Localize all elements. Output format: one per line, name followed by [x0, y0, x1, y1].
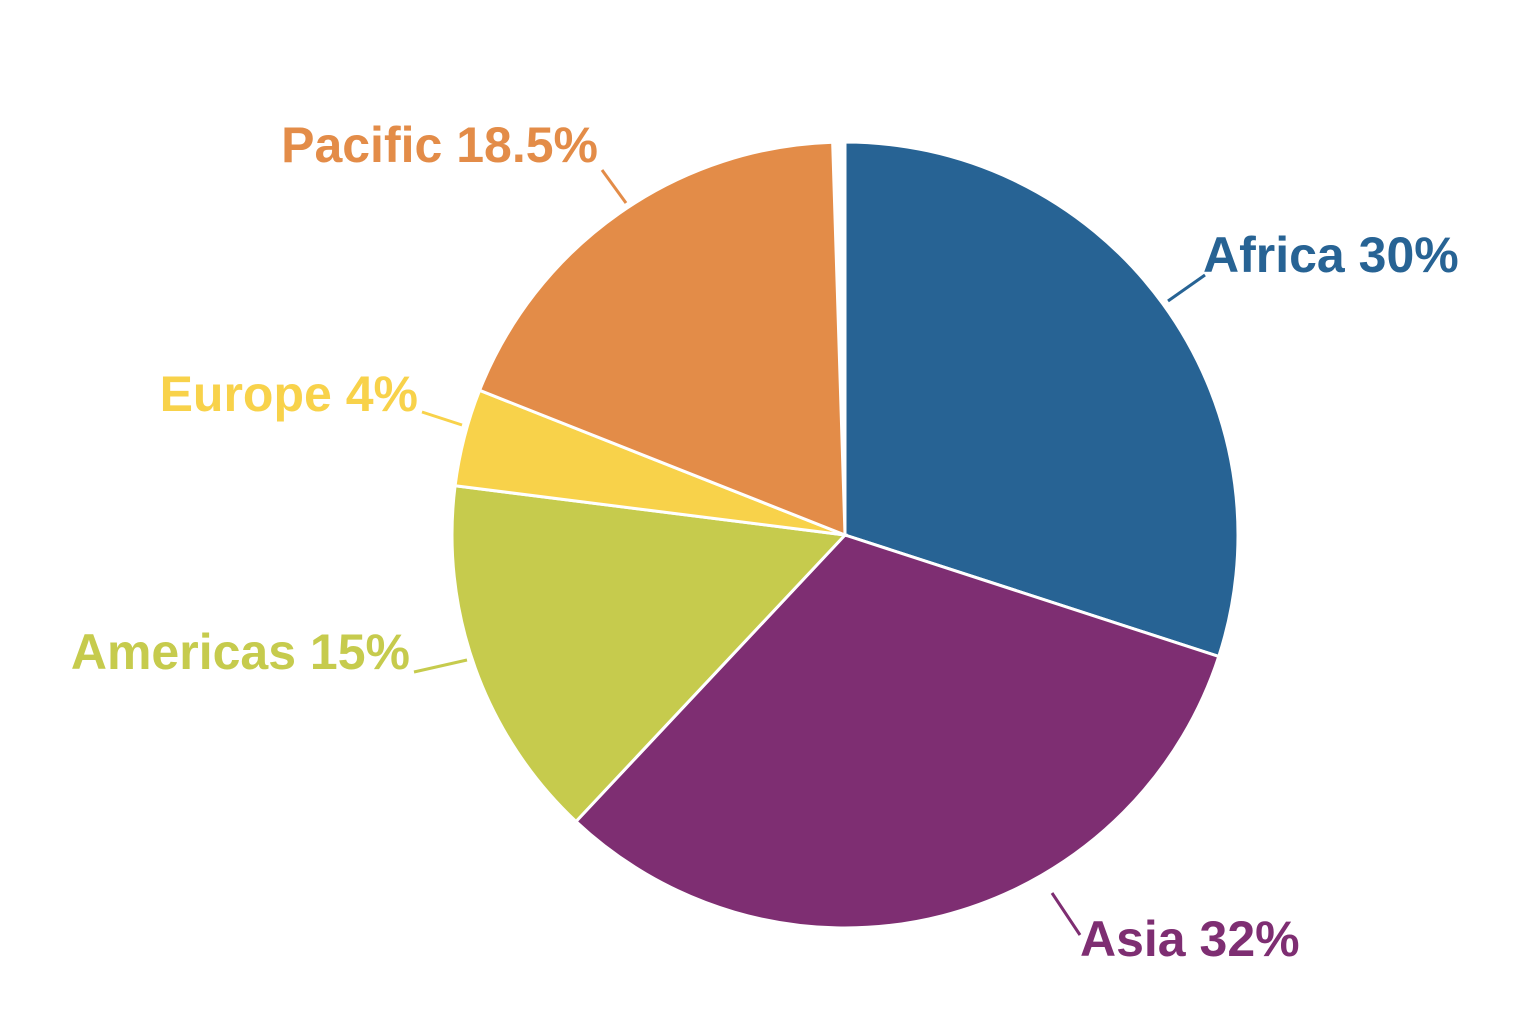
leader-line — [421, 410, 463, 427]
category-label: Africa — [1203, 227, 1346, 283]
slice-label: Europe 4% — [160, 366, 418, 422]
slice-label: Asia 32% — [1080, 911, 1300, 967]
leader-line — [413, 658, 468, 674]
slice-label: Africa 30% — [1203, 227, 1459, 283]
value-label: 15% — [310, 624, 410, 680]
slice-label: Americas 15% — [71, 624, 410, 680]
pie-slice — [450, 484, 849, 824]
pie-slice — [477, 140, 847, 538]
category-label: Europe — [160, 366, 332, 422]
slice-label: Pacific 18.5% — [281, 117, 598, 173]
value-label: 4% — [346, 366, 418, 422]
category-label: Americas — [71, 624, 296, 680]
value-label: 32% — [1200, 911, 1300, 967]
leader-line — [1167, 273, 1206, 303]
category-label: Pacific — [281, 117, 442, 173]
leader-line — [1050, 892, 1082, 936]
value-label: 30% — [1359, 227, 1459, 283]
leader-line — [600, 169, 628, 204]
pie-slice — [843, 140, 1240, 659]
value-label: 18.5% — [456, 117, 598, 173]
category-label: Asia — [1080, 911, 1187, 967]
pie-slice — [573, 533, 1221, 930]
